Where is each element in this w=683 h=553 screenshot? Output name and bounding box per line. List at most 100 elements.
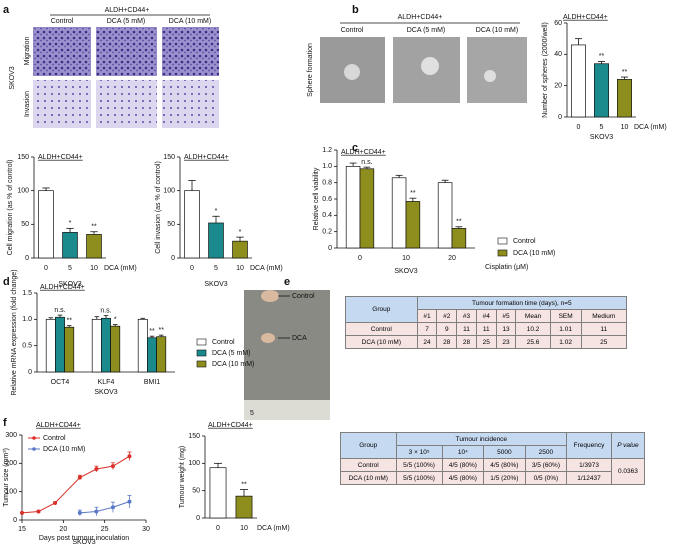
header-cell: Group: [340, 432, 397, 459]
photo: [96, 80, 157, 128]
legend-label: DCA (10 mM): [43, 446, 85, 453]
point: [77, 475, 82, 480]
photo: [162, 27, 219, 76]
cell: Control: [340, 458, 397, 472]
point: [94, 467, 99, 471]
header-cell: Tumour incidence: [395, 432, 568, 446]
bar: [137, 318, 148, 373]
bar: [345, 165, 361, 249]
cell: 5/5 (100%): [395, 458, 443, 472]
header-cell: 10⁴: [441, 445, 485, 459]
table-row: Control 5/5 (100%) 4/5 (80%) 4/5 (80%) 3/5 (…: [340, 458, 646, 485]
x-axis-label: DCA (mM): [257, 525, 290, 532]
y-tick-label: 0.8: [322, 180, 332, 187]
bar: [86, 234, 102, 259]
cell: 11: [580, 322, 628, 336]
x-axis-label: DCA (mM): [104, 265, 137, 272]
header-cell: SEM: [549, 309, 582, 323]
x-tick-label: 5: [600, 124, 604, 131]
legend-label: DCA (5 mM): [212, 350, 251, 357]
y-tick-label: 0: [28, 369, 32, 376]
table-row: Control 7 9 11 11 13 10.2 1.01 11: [345, 322, 628, 336]
bar: [62, 232, 78, 259]
legend-dot: [32, 447, 36, 451]
x-tick-label: 30: [142, 526, 150, 533]
cell: 25: [475, 335, 497, 349]
cell-line: SKOV3: [9, 66, 16, 89]
bar: [391, 177, 407, 249]
header-row: Group Tumour formation time (days), n=5: [345, 296, 628, 323]
header-cell: Medium: [580, 309, 628, 323]
y-tick-label: 100: [188, 460, 200, 467]
cell: 4/5 (80%): [483, 458, 526, 472]
col-label: DCA (10 mM): [476, 27, 518, 34]
cell: 1/3973: [566, 458, 612, 472]
col-label: Control: [341, 27, 364, 34]
legend-label: Control: [43, 435, 66, 442]
bar: [110, 325, 121, 373]
cell: 13: [495, 322, 517, 336]
y-tick-label: 1.0: [322, 163, 332, 170]
y-axis-label: Cell migration (as % of control): [7, 160, 14, 256]
cell: 5/5 (100%): [395, 471, 443, 485]
header-cell: Group: [345, 296, 418, 323]
legend-label: DCA (10 mM): [212, 361, 254, 368]
x-tick-label: 0: [216, 525, 220, 532]
header: ALDH+CD44+: [105, 7, 150, 14]
cell: 1.02: [549, 335, 582, 349]
cell: 11: [475, 322, 497, 336]
bar: [184, 190, 200, 259]
photo: [162, 80, 219, 128]
panel-label: e: [284, 276, 290, 288]
annotation: **: [599, 53, 605, 60]
cell: 4/5 (80%): [441, 471, 485, 485]
y-tick-label: 150: [163, 154, 175, 161]
point: [77, 510, 82, 515]
point: [110, 464, 115, 469]
x-tick-label: OCT4: [51, 379, 70, 386]
header-cell: P value: [610, 432, 646, 459]
annotation: **: [622, 69, 628, 76]
col-label: DCA (5 mM): [407, 27, 446, 34]
cell: 9: [436, 322, 458, 336]
y-tick-label: 0: [25, 255, 29, 262]
x-tick-label: 5: [214, 265, 218, 272]
bar: [437, 182, 453, 249]
cell: DCA (10 mM): [345, 335, 418, 349]
table-row: DCA (10 mM) 24 28 28 25 23 25.6 1.02 25: [345, 335, 628, 349]
legend-swatch: [497, 249, 508, 257]
cell: 4/5 (80%): [441, 458, 485, 472]
table-row: DCA (10 mM) 5/5 (100%) 4/5 (80%) 1/5 (20%) 0…: [340, 471, 645, 485]
point: [20, 510, 24, 515]
chart-title: ALDH+CD44+: [36, 422, 81, 429]
ruler-label: 5: [250, 410, 254, 417]
annotation: n.s.: [361, 159, 372, 166]
header-cell: Tumour formation time (days), n=5: [416, 296, 628, 310]
photo-label: DCA: [292, 335, 307, 342]
y-tick-label: 1.2: [322, 147, 332, 154]
header-row: 3 × 10⁵ 10⁴ 5000 2500: [341, 445, 645, 459]
point: [36, 509, 41, 514]
photos-b: ALDH+CD44+ Control DCA (5 mM) DCA (10 mM…: [307, 14, 527, 103]
bar: [209, 467, 227, 519]
cell: 7: [416, 322, 438, 336]
annotation: **: [91, 224, 97, 231]
y-tick-label: 200: [5, 460, 17, 467]
x-axis-label: Cisplatin (μM): [485, 264, 528, 271]
group-label: SKOV3: [394, 268, 417, 275]
cell: 28: [436, 335, 458, 349]
header-cell: 2500: [524, 445, 568, 459]
cell: 1.01: [549, 322, 582, 336]
bar: [91, 318, 102, 373]
panel-label: c: [352, 142, 358, 154]
y-tick-label: 60: [554, 20, 562, 27]
annotation: **: [410, 190, 416, 197]
legend-swatch: [196, 349, 207, 357]
group-label: SKOV3: [94, 389, 117, 396]
bar: [156, 336, 167, 373]
cell: 28: [456, 335, 477, 349]
photo-e: Control DCA 5: [244, 290, 330, 420]
y-tick-label: 150: [188, 433, 200, 440]
photo: [33, 80, 91, 128]
cell: 1/12437: [566, 471, 612, 485]
